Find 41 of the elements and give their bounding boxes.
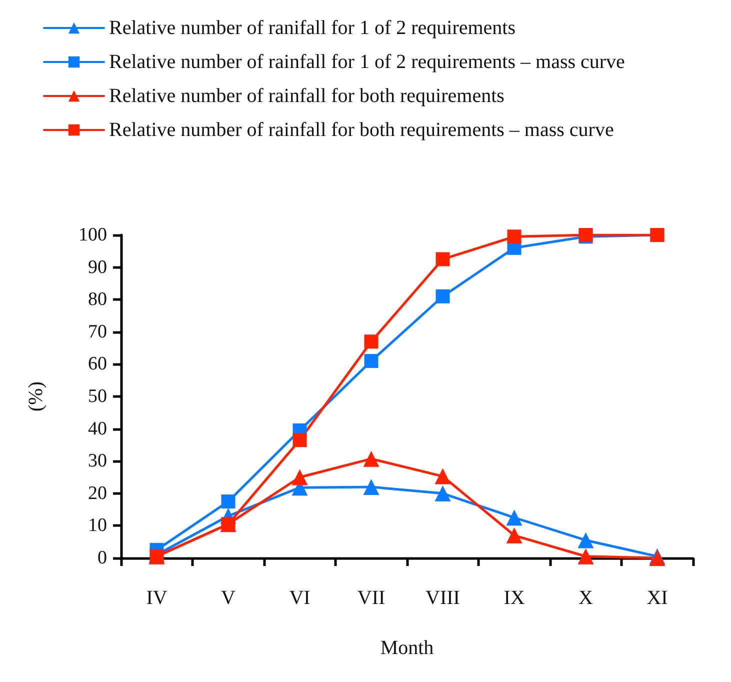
point [363, 450, 380, 467]
x-tick-label: IV [146, 587, 168, 609]
x-tick-label: VI [289, 587, 310, 609]
point [434, 468, 451, 484]
point [221, 494, 236, 508]
point [507, 230, 522, 244]
point [363, 478, 380, 495]
x-tick-label: IX [504, 587, 526, 609]
y-tick-label: 0 [98, 548, 107, 568]
legend-label: Relative number of rainfall for both requirements – mass curve [109, 119, 614, 141]
point [578, 548, 594, 564]
point [506, 510, 522, 526]
point [436, 252, 450, 266]
y-tick-label: 70 [88, 321, 107, 342]
x-tick-label: V [221, 587, 236, 609]
x-tick-label: VIII [426, 587, 460, 609]
y-tick-label: 80 [88, 289, 107, 310]
x-tick-label: XI [646, 587, 668, 609]
legend-label: Relative number of rainfall for 1 of 2 requirements – mass curve [109, 51, 626, 73]
point [364, 354, 378, 368]
x-tick-label: X [578, 587, 594, 609]
point [434, 485, 451, 502]
y-tick-label: 60 [88, 354, 107, 375]
point [578, 532, 594, 548]
point [292, 433, 307, 448]
y-axis-title: (%) [25, 382, 47, 412]
y-tick-label: 100 [78, 224, 107, 246]
legend-label: Relative number of rainfall for both requirements [109, 85, 505, 107]
y-tick-label: 20 [88, 482, 107, 504]
legend-label: Relative number of ranifall for 1 of 2 requirements [109, 17, 516, 39]
y-tick-label: 30 [88, 450, 107, 472]
point [292, 469, 308, 486]
y-tick-label: 40 [88, 418, 107, 440]
y-tick-label: 50 [88, 386, 107, 407]
x-tick-label: VII [357, 587, 386, 609]
x-axis-title: Month [380, 637, 434, 659]
point [506, 527, 522, 544]
point [436, 289, 450, 304]
y-tick-label: 90 [88, 256, 107, 278]
y-tick-label: 10 [88, 515, 107, 536]
point [364, 334, 378, 349]
